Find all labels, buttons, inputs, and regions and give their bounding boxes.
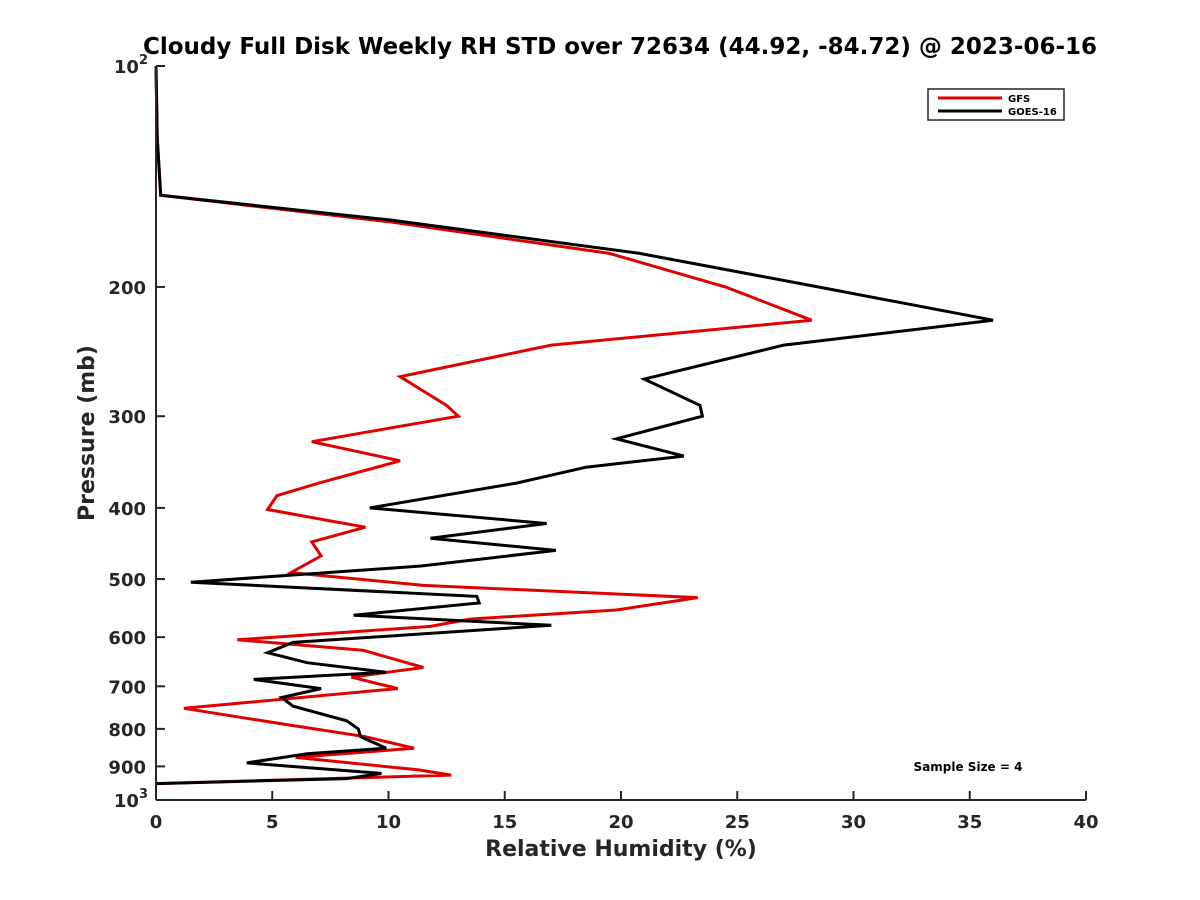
x-tick-label: 5	[266, 812, 279, 833]
y-tick-label: 500	[108, 570, 146, 591]
y-axis-label: Pressure (mb)	[75, 345, 100, 521]
x-tick-label: 35	[957, 812, 982, 833]
sample-size-note: Sample Size = 4	[914, 760, 1023, 774]
series-line-goes-16	[154, 65, 994, 786]
y-ticks: 102 200 300 400 500 600 700 800 900 103	[108, 53, 165, 812]
legend-label: GOES-16	[1008, 107, 1057, 118]
y-tick-label: 700	[108, 677, 146, 698]
series-line-gfs	[154, 65, 813, 786]
x-tick-label: 40	[1073, 812, 1098, 833]
legend: GFS GOES-16	[927, 88, 1065, 121]
y-tick-label: 102	[114, 53, 148, 78]
x-axis-label: Relative Humidity (%)	[485, 837, 757, 862]
x-ticks: 0 5 10 15 20 25 30 35 40	[150, 791, 1099, 833]
y-tick-label: 600	[108, 628, 146, 649]
x-tick-label: 10	[376, 812, 401, 833]
series-layer	[154, 65, 994, 786]
legend-items: GFS GOES-16	[938, 94, 1057, 118]
y-tick-label: 103	[114, 787, 148, 812]
x-tick-label: 30	[841, 812, 866, 833]
legend-box	[927, 88, 1065, 121]
x-tick-label: 0	[150, 812, 163, 833]
x-tick-label: 15	[492, 812, 517, 833]
axes-layer	[155, 66, 1086, 801]
y-tick-label: 300	[108, 407, 146, 428]
x-tick-label: 20	[608, 812, 633, 833]
chart-title: Cloudy Full Disk Weekly RH STD over 7263…	[143, 34, 1097, 60]
y-tick-label: 200	[108, 278, 146, 299]
legend-label: GFS	[1008, 94, 1030, 105]
y-tick-label: 400	[108, 499, 146, 520]
x-tick-label: 25	[725, 812, 750, 833]
y-tick-label: 900	[108, 757, 146, 778]
y-tick-label: 800	[108, 720, 146, 741]
